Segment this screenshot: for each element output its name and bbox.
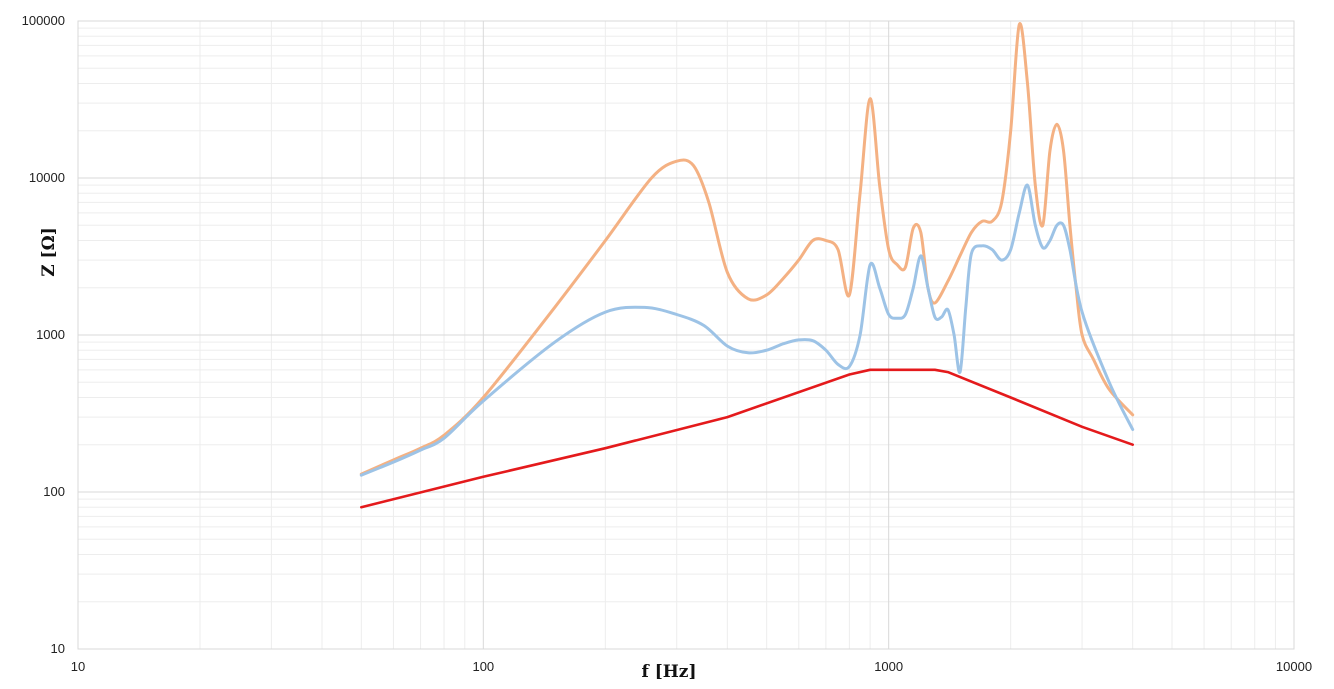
y-tick-label: 10 — [51, 641, 65, 656]
y-axis-label: Z [Ω] — [39, 227, 59, 277]
y-tick-labels: 10 100 1000 10000 100000 — [22, 13, 65, 656]
y-tick-label: 100 — [43, 484, 65, 499]
x-tick-label: 100 — [472, 659, 494, 674]
x-tick-label: 10 — [71, 659, 85, 674]
x-tick-labels: 10 100 1000 10000 — [71, 659, 1312, 674]
x-axis-label: f [Hz] — [641, 662, 696, 682]
x-tick-label: 1000 — [874, 659, 903, 674]
red-series-line — [360, 368, 1134, 509]
orange-series-line — [359, 22, 1135, 476]
blue-series-line — [359, 183, 1135, 477]
x-tick-label: 10000 — [1276, 659, 1312, 674]
series-layer — [359, 22, 1135, 509]
y-tick-label: 100000 — [22, 13, 65, 28]
y-tick-label: 10000 — [29, 170, 65, 185]
plot-area-border — [77, 20, 1295, 650]
y-tick-label: 1000 — [36, 327, 65, 342]
